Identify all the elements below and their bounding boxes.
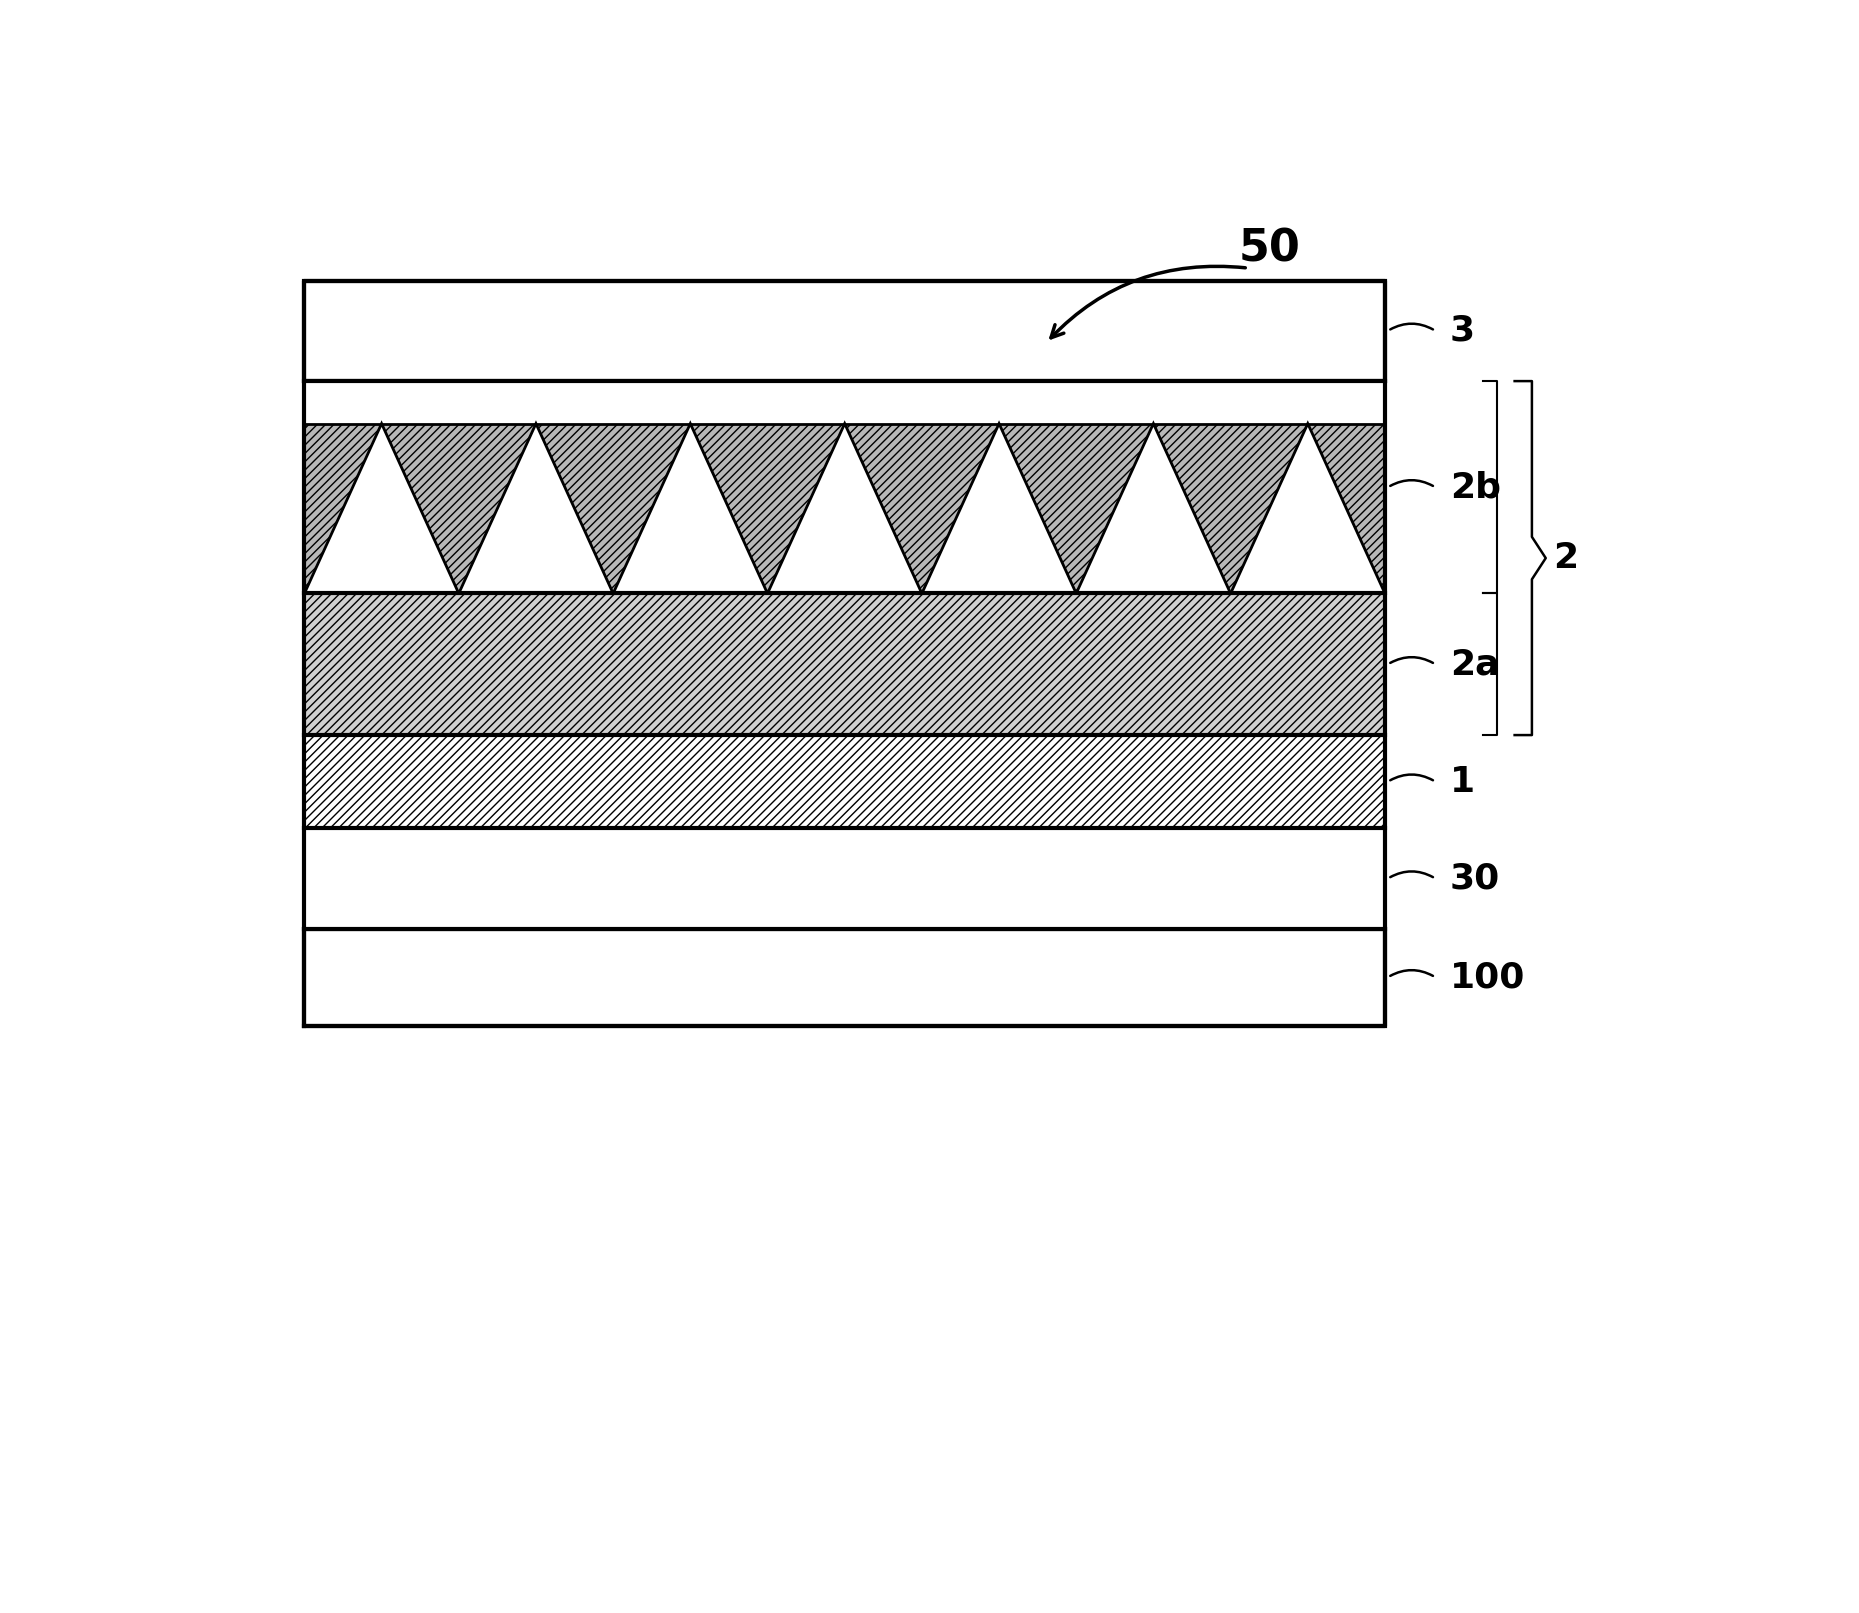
- Bar: [305, 929, 1385, 1026]
- Text: 2a: 2a: [1450, 647, 1500, 681]
- Text: 30: 30: [1450, 861, 1500, 895]
- Text: 2b: 2b: [1450, 471, 1500, 505]
- Polygon shape: [613, 424, 768, 594]
- Polygon shape: [305, 424, 459, 594]
- Polygon shape: [922, 424, 1076, 594]
- Text: 2: 2: [1552, 540, 1578, 576]
- Text: 50: 50: [1238, 227, 1301, 271]
- Bar: [305, 381, 1385, 424]
- Polygon shape: [1231, 424, 1385, 594]
- Polygon shape: [459, 424, 613, 594]
- Bar: [305, 827, 1385, 929]
- Bar: [305, 594, 1385, 736]
- Text: 100: 100: [1450, 960, 1524, 994]
- Polygon shape: [768, 424, 922, 594]
- Text: 3: 3: [1450, 315, 1474, 348]
- Bar: [305, 381, 1385, 594]
- Text: 1: 1: [1450, 765, 1474, 798]
- Bar: [305, 281, 1385, 381]
- Polygon shape: [1076, 424, 1231, 594]
- Bar: [305, 736, 1385, 827]
